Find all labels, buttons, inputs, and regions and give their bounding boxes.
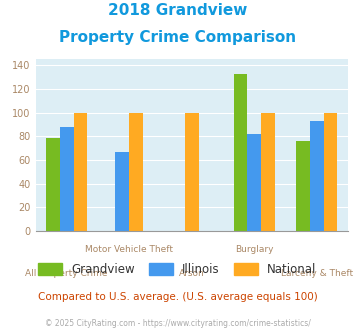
Bar: [60, 127, 73, 231]
Bar: [234, 74, 247, 231]
Bar: [323, 113, 337, 231]
Text: 2018 Grandview: 2018 Grandview: [108, 3, 247, 18]
Text: © 2025 CityRating.com - https://www.cityrating.com/crime-statistics/: © 2025 CityRating.com - https://www.city…: [45, 319, 310, 328]
Bar: [73, 113, 87, 231]
Bar: [310, 121, 323, 231]
Text: Burglary: Burglary: [235, 245, 273, 254]
Text: Arson: Arson: [179, 269, 204, 278]
Text: Property Crime Comparison: Property Crime Comparison: [59, 30, 296, 45]
Bar: [46, 138, 60, 231]
Bar: [185, 113, 198, 231]
Text: Compared to U.S. average. (U.S. average equals 100): Compared to U.S. average. (U.S. average …: [38, 292, 317, 302]
Bar: [261, 113, 275, 231]
Bar: [115, 152, 129, 231]
Bar: [296, 141, 310, 231]
Legend: Grandview, Illinois, National: Grandview, Illinois, National: [34, 258, 321, 281]
Bar: [129, 113, 143, 231]
Text: Motor Vehicle Theft: Motor Vehicle Theft: [85, 245, 173, 254]
Text: All Property Crime: All Property Crime: [26, 269, 108, 278]
Bar: [247, 134, 261, 231]
Text: Larceny & Theft: Larceny & Theft: [280, 269, 353, 278]
